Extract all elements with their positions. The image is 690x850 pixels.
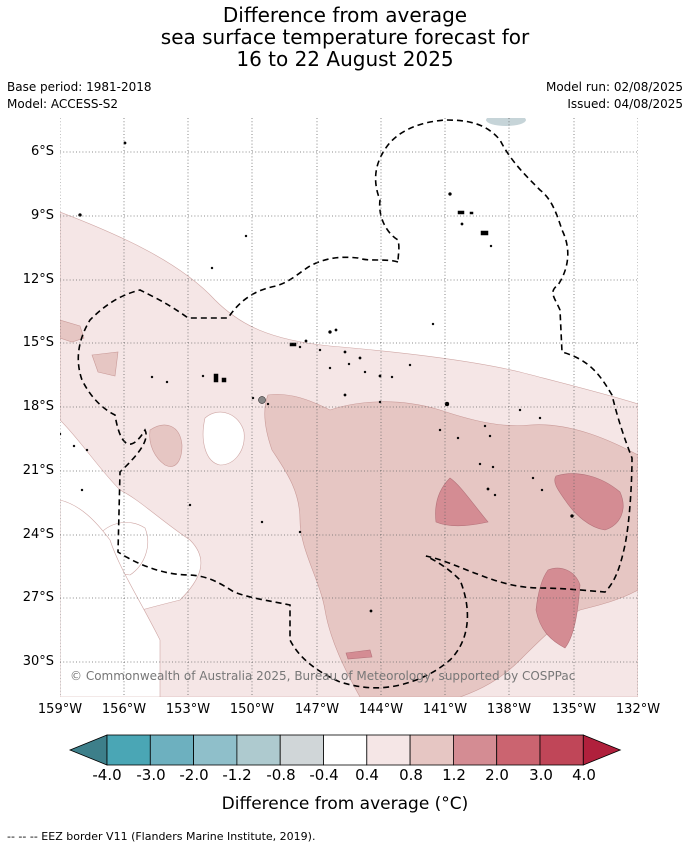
colorbar-tick: 4.0 bbox=[572, 766, 596, 784]
lon-label: 147°W bbox=[294, 702, 340, 717]
anomaly-region-medium-c bbox=[91, 351, 119, 377]
lat-label: 6°S bbox=[30, 144, 54, 159]
colorbar-segment bbox=[409, 734, 454, 766]
lat-label: 15°S bbox=[22, 335, 54, 350]
anomaly-region-strong-d bbox=[345, 649, 373, 660]
colorbar-tick: 3.0 bbox=[529, 766, 553, 784]
map-fields bbox=[60, 118, 638, 697]
title-line-1: Difference from average bbox=[222, 3, 468, 27]
neutral-region-c bbox=[60, 499, 161, 697]
lon-label: 132°W bbox=[615, 702, 661, 717]
colorbar-segment bbox=[323, 734, 368, 766]
islands bbox=[60, 141, 574, 613]
lon-label: 150°W bbox=[229, 702, 275, 717]
colorbar-tick: -3.0 bbox=[136, 766, 166, 784]
lon-label: 159°W bbox=[37, 702, 83, 717]
colorbar-segment bbox=[193, 734, 238, 766]
colorbar-tick: -2.0 bbox=[179, 766, 209, 784]
colorbar-segment bbox=[236, 734, 281, 766]
colorbar-tick: 0.8 bbox=[399, 766, 423, 784]
colorbar-tick: -0.4 bbox=[309, 766, 339, 784]
cool-patch bbox=[486, 118, 526, 126]
lat-label: 18°S bbox=[22, 399, 54, 414]
issued-date: Issued: 04/08/2025 bbox=[567, 97, 683, 111]
colorbar-segment bbox=[452, 734, 498, 766]
colorbar-tick: -4.0 bbox=[92, 766, 122, 784]
colorbar-segment bbox=[149, 734, 195, 766]
anomaly-region-strong-b bbox=[554, 473, 624, 531]
anomaly-region-strong-c bbox=[535, 567, 581, 649]
chart-title: Difference from average sea surface temp… bbox=[0, 4, 690, 70]
lat-label: 21°S bbox=[22, 463, 54, 478]
colorbar-segment bbox=[366, 734, 411, 766]
colorbar-tick: -1.2 bbox=[222, 766, 252, 784]
colorbar-segment bbox=[539, 734, 584, 766]
lon-label: 153°W bbox=[165, 702, 211, 717]
colorbar-tick: 2.0 bbox=[485, 766, 509, 784]
eez-legend-note: -- -- -- EEZ border V11 (Flanders Marine… bbox=[7, 830, 316, 843]
lat-label: 30°S bbox=[22, 654, 54, 669]
anomaly-region-medium-d bbox=[60, 319, 85, 343]
colorbar-segment bbox=[106, 734, 151, 766]
model-run: Model run: 02/08/2025 bbox=[545, 80, 683, 94]
copyright-notice: © Commonwealth of Australia 2025, Bureau… bbox=[70, 669, 576, 683]
colorbar-tick: 0.4 bbox=[355, 766, 379, 784]
lon-label: 144°W bbox=[358, 702, 404, 717]
meta-left: Base period: 1981-2018 Model: ACCESS-S2 bbox=[7, 79, 152, 113]
lat-label: 9°S bbox=[30, 208, 54, 223]
lat-label: 27°S bbox=[22, 590, 54, 605]
title-line-3: 16 to 22 August 2025 bbox=[236, 47, 454, 71]
colorbar-extend-low bbox=[68, 734, 108, 766]
neutral-region-a bbox=[202, 411, 245, 466]
base-period: Base period: 1981-2018 bbox=[7, 80, 152, 94]
lon-label: 135°W bbox=[551, 702, 597, 717]
lon-label: 156°W bbox=[101, 702, 147, 717]
anomaly-region-medium-b bbox=[149, 424, 183, 467]
lon-label: 141°W bbox=[422, 702, 468, 717]
gridlines bbox=[60, 118, 638, 697]
lon-label: 138°W bbox=[486, 702, 532, 717]
lat-label: 24°S bbox=[22, 527, 54, 542]
colorbar-tick: -0.8 bbox=[266, 766, 296, 784]
eez-border-east bbox=[77, 119, 633, 689]
meta-right: Model run: 02/08/2025 Issued: 04/08/2025 bbox=[546, 79, 683, 113]
anomaly-region-strong-a bbox=[435, 477, 489, 527]
title-line-2: sea surface temperature forecast for bbox=[160, 25, 530, 49]
colorbar-title: Difference from average (°C) bbox=[221, 794, 469, 814]
model-name: Model: ACCESS-S2 bbox=[7, 97, 119, 111]
colorbar-segment bbox=[279, 734, 324, 766]
lat-label: 12°S bbox=[22, 272, 54, 287]
colorbar-extend-high bbox=[582, 734, 622, 766]
colorbar-tick: 1.2 bbox=[442, 766, 466, 784]
colorbar bbox=[68, 734, 622, 766]
colorbar-segment bbox=[496, 734, 541, 766]
